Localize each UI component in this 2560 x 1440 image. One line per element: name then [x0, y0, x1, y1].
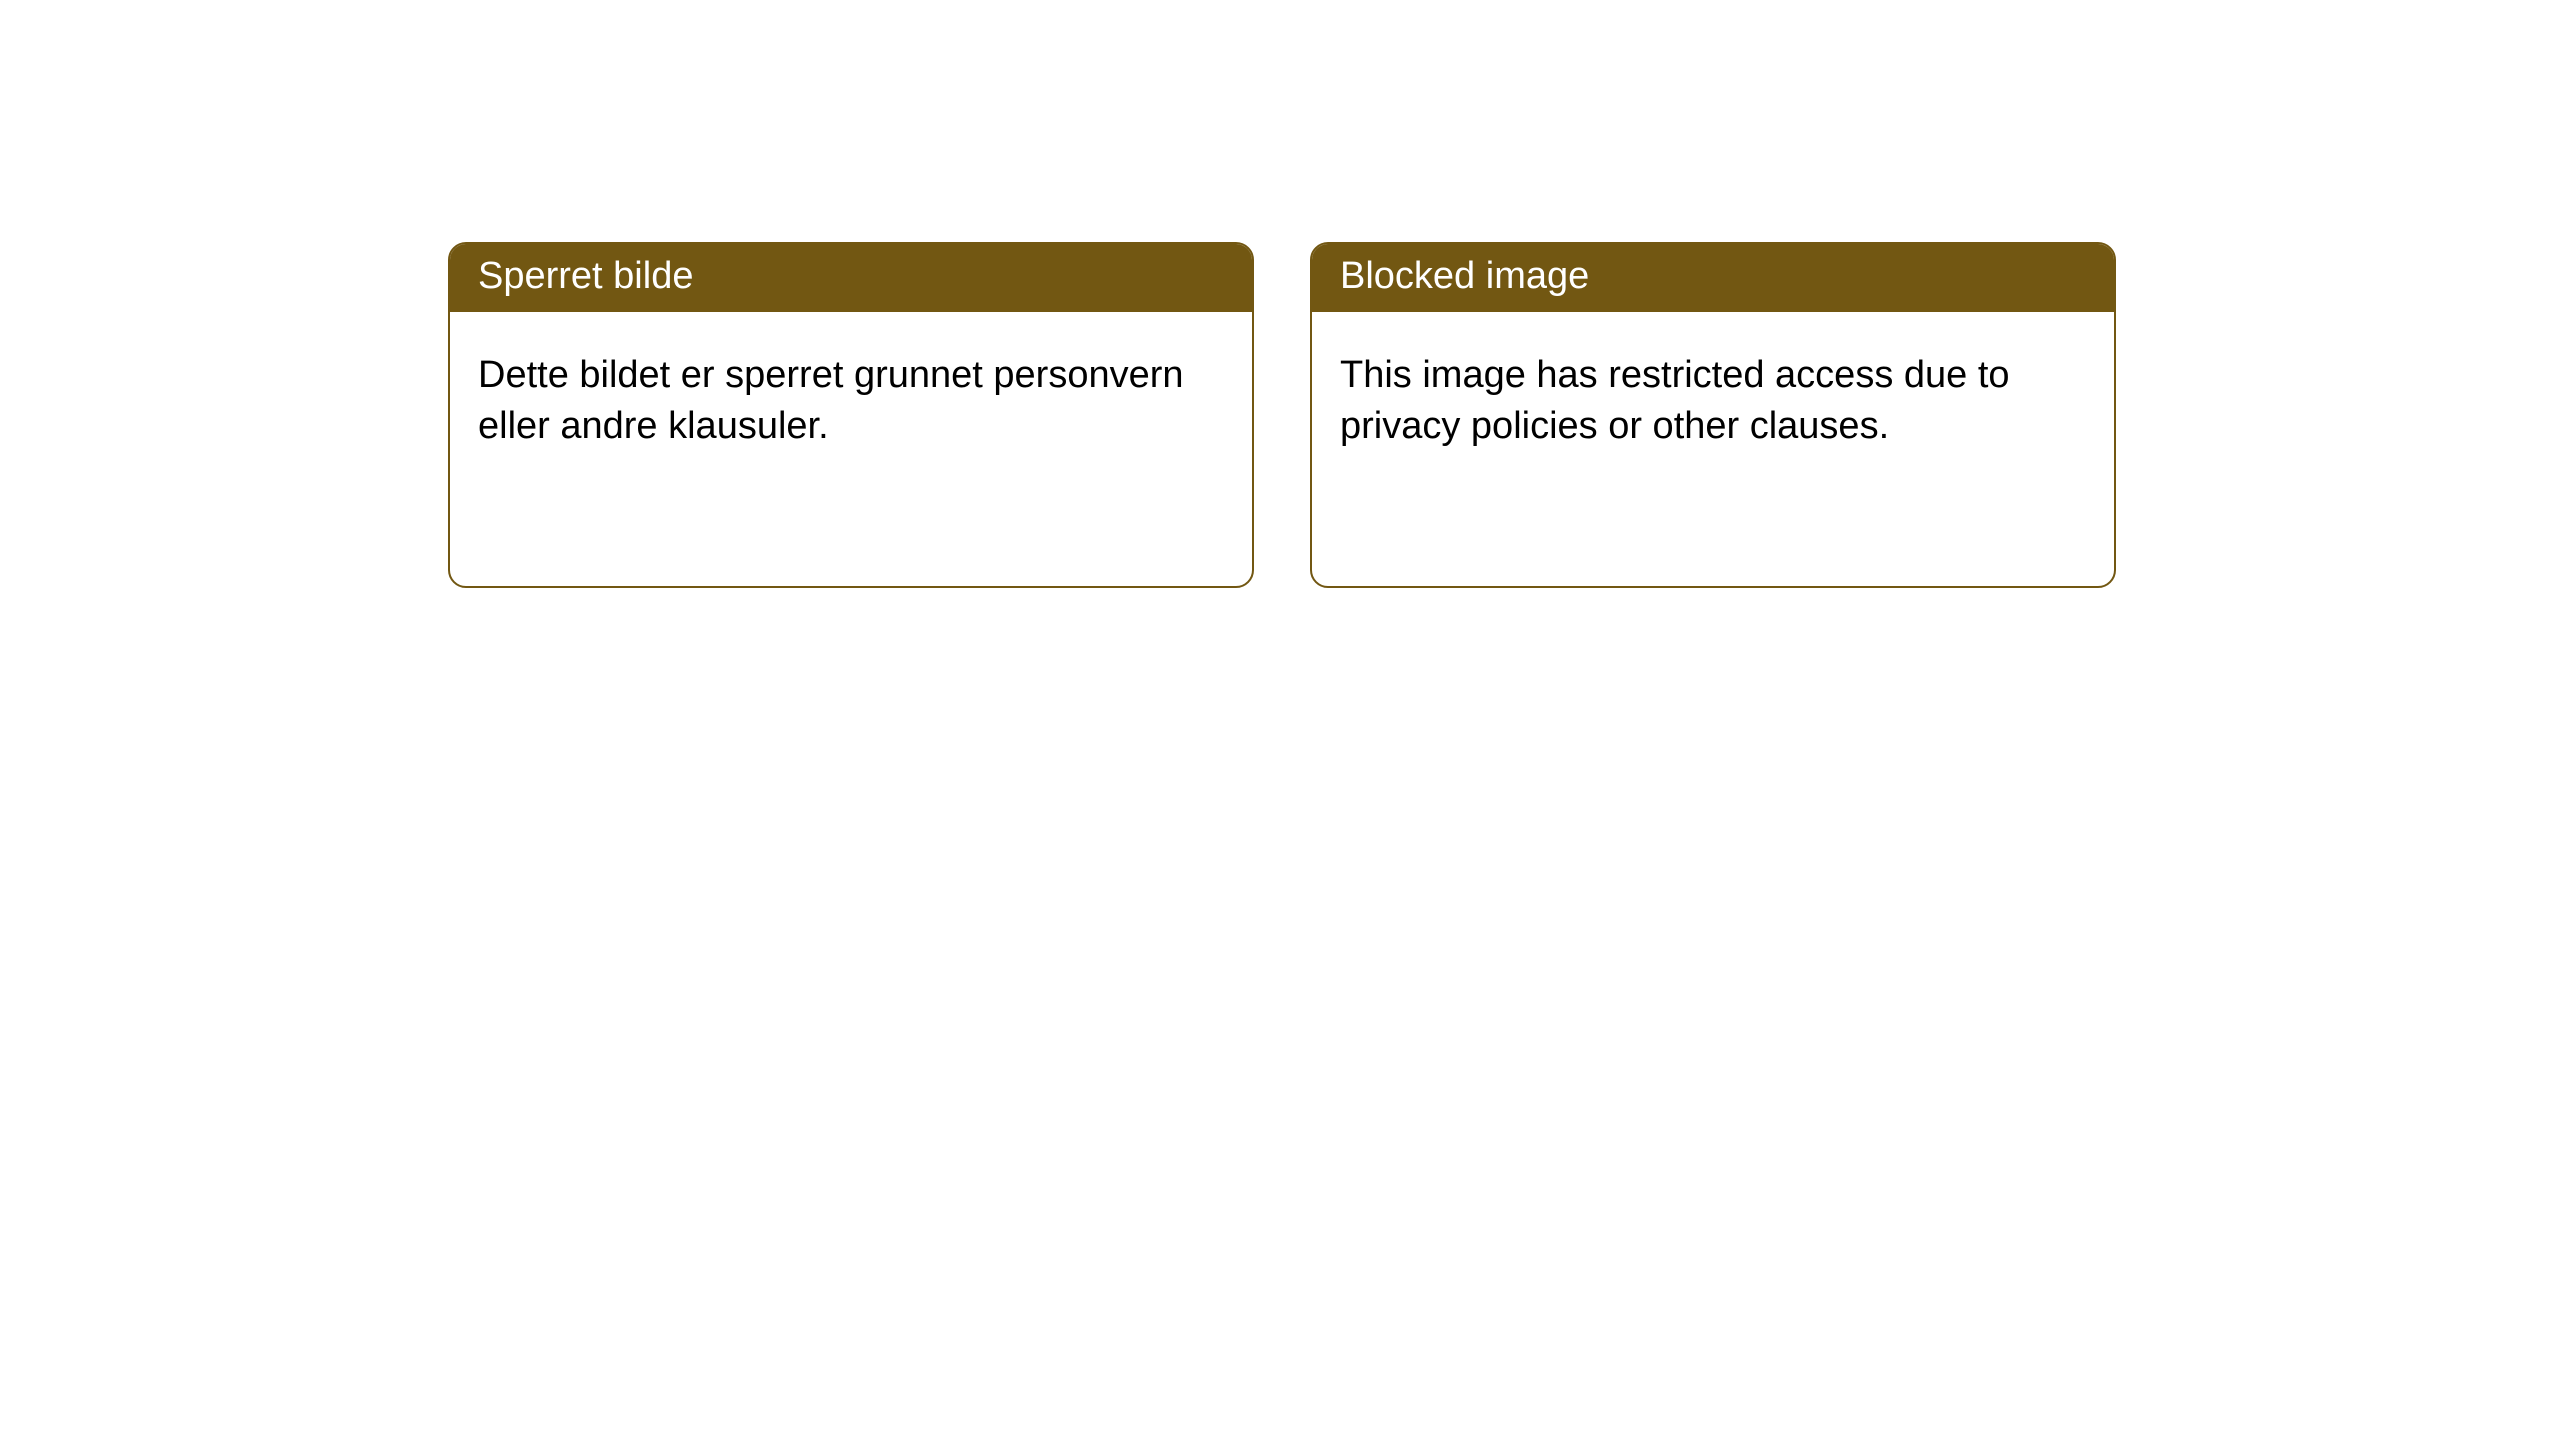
notice-card-english: Blocked image This image has restricted …: [1310, 242, 2116, 588]
notice-container: Sperret bilde Dette bildet er sperret gr…: [0, 0, 2560, 588]
notice-title: Sperret bilde: [450, 244, 1252, 312]
notice-title: Blocked image: [1312, 244, 2114, 312]
notice-body: This image has restricted access due to …: [1312, 312, 2114, 586]
notice-body: Dette bildet er sperret grunnet personve…: [450, 312, 1252, 586]
notice-card-norwegian: Sperret bilde Dette bildet er sperret gr…: [448, 242, 1254, 588]
